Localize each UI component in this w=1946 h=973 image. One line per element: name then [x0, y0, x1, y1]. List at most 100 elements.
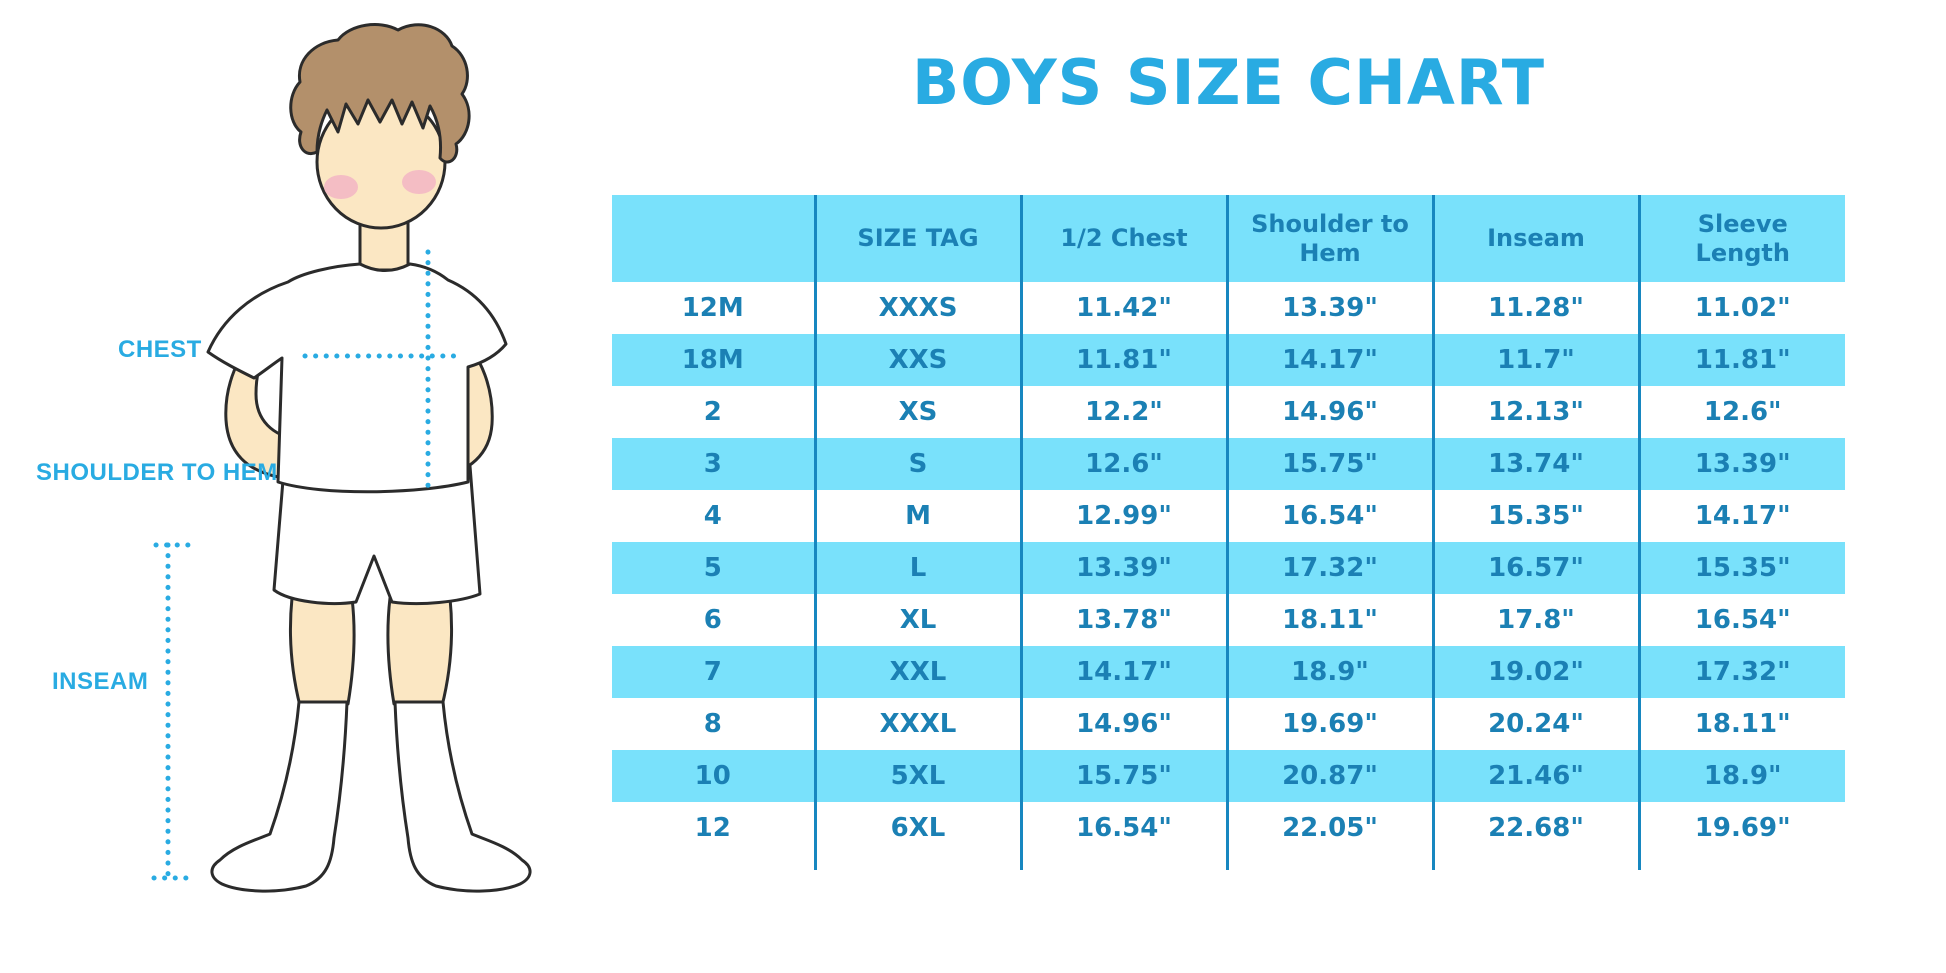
column-header: Sleeve Length — [1637, 195, 1845, 282]
table-cell: 14.17" — [1637, 490, 1845, 542]
table-cell: 17.32" — [1225, 542, 1433, 594]
table-cell: 22.68" — [1431, 802, 1639, 854]
table-cell: 15.35" — [1431, 490, 1639, 542]
size-table-body: 12M XXXS 11.42" 13.39" 11.28" 11.02" 18M XXS 11.… — [612, 282, 1845, 870]
table-cell: 12.99" — [1019, 490, 1227, 542]
column-header — [612, 195, 815, 282]
column-header: Inseam — [1431, 195, 1639, 282]
left-leg-shape — [288, 596, 356, 708]
table-cell: 8 — [703, 709, 722, 739]
stub-cell — [1019, 854, 1227, 870]
table-cell: S — [813, 438, 1021, 490]
table-cell: 11.81" — [1637, 334, 1845, 386]
table-cell: 11.42" — [1019, 282, 1227, 334]
table-row: 18M XXS 11.81" 14.17" 11.7" 11.81" — [612, 334, 1845, 386]
table-cell: 12.2" — [1019, 386, 1227, 438]
table-cell: 16.54" — [1019, 802, 1227, 854]
table-cell: M — [813, 490, 1021, 542]
table-row: 12 6XL 16.54" 22.05" 22.68" 19.69" — [612, 802, 1845, 854]
table-cell: 15.75" — [1019, 750, 1227, 802]
right-leg-shape — [386, 596, 454, 708]
chest-label: CHEST — [118, 336, 202, 363]
size-table-header-row: SIZE TAG 1/2 Chest Shoulder to Hem Inseam Sl… — [612, 195, 1845, 282]
table-cell: 12.6" — [1637, 386, 1845, 438]
table-cell: 3 — [703, 449, 722, 479]
table-cell: 10 — [694, 761, 731, 791]
size-table: SIZE TAG 1/2 Chest Shoulder to Hem Inseam Sl… — [612, 195, 1845, 870]
table-cell: 12 — [694, 813, 731, 843]
table-cell: 11.28" — [1431, 282, 1639, 334]
inseam-label: INSEAM — [52, 668, 149, 695]
table-row: 4 M 12.99" 16.54" 15.35" 14.17" — [612, 490, 1845, 542]
table-cell: 17.8" — [1431, 594, 1639, 646]
table-cell: 21.46" — [1431, 750, 1639, 802]
table-cell: 11.81" — [1019, 334, 1227, 386]
table-cell: 18.9" — [1637, 750, 1845, 802]
table-cell: 6 — [703, 605, 722, 635]
table-cell: 12.6" — [1019, 438, 1227, 490]
table-row: 10 5XL 15.75" 20.87" 21.46" 18.9" — [612, 750, 1845, 802]
table-cell: 22.05" — [1225, 802, 1433, 854]
table-cell: 14.96" — [1225, 386, 1433, 438]
table-cell: 5XL — [813, 750, 1021, 802]
table-cell: 11.02" — [1637, 282, 1845, 334]
table-cell: 14.96" — [1019, 698, 1227, 750]
table-cell: 13.39" — [1225, 282, 1433, 334]
table-row: 5 L 13.39" 17.32" 16.57" 15.35" — [612, 542, 1845, 594]
table-cell: XL — [813, 594, 1021, 646]
stub-cell — [612, 854, 815, 870]
table-cell: 15.75" — [1225, 438, 1433, 490]
table-cell: XS — [813, 386, 1021, 438]
table-row: 3 S 12.6" 15.75" 13.74" 13.39" — [612, 438, 1845, 490]
table-cell: XXS — [813, 334, 1021, 386]
column-header: 1/2 Chest — [1019, 195, 1227, 282]
table-cell: 12.13" — [1431, 386, 1639, 438]
table-cell: 18.11" — [1637, 698, 1845, 750]
table-cell: 13.39" — [1637, 438, 1845, 490]
table-cell: 2 — [703, 397, 722, 427]
tshirt-shape — [206, 262, 508, 494]
table-cell: 16.57" — [1431, 542, 1639, 594]
table-cell: 14.17" — [1019, 646, 1227, 698]
table-cell: 12M — [681, 293, 744, 323]
left-cheek-blush — [324, 175, 358, 199]
shoulder-to-hem-label: SHOULDER TO HEM — [36, 459, 278, 486]
table-cell: 4 — [703, 501, 722, 531]
left-sock-shape — [210, 700, 349, 893]
stub-cell — [813, 854, 1021, 870]
table-row: 12M XXXS 11.42" 13.39" 11.28" 11.02" — [612, 282, 1845, 334]
table-cell: 18.9" — [1225, 646, 1433, 698]
table-cell: 16.54" — [1637, 594, 1845, 646]
table-cell: 18.11" — [1225, 594, 1433, 646]
table-cell: XXL — [813, 646, 1021, 698]
hair-shape — [289, 23, 471, 164]
table-cell: XXXL — [813, 698, 1021, 750]
table-cell: 6XL — [813, 802, 1021, 854]
stub-cell — [1225, 854, 1433, 870]
table-cell: L — [813, 542, 1021, 594]
table-cell: 16.54" — [1225, 490, 1433, 542]
table-cell: 20.24" — [1431, 698, 1639, 750]
stub-cell — [1637, 854, 1845, 870]
right-cheek-blush — [402, 170, 436, 194]
table-row: 2 XS 12.2" 14.96" 12.13" 12.6" — [612, 386, 1845, 438]
table-cell: 13.39" — [1019, 542, 1227, 594]
table-cell: 19.02" — [1431, 646, 1639, 698]
table-row: 6 XL 13.78" 18.11" 17.8" 16.54" — [612, 594, 1845, 646]
column-header: Shoulder to Hem — [1225, 195, 1433, 282]
table-cell: 15.35" — [1637, 542, 1845, 594]
right-sock-shape — [393, 700, 532, 893]
table-cell: 13.74" — [1431, 438, 1639, 490]
table-row: 7 XXL 14.17" 18.9" 19.02" 17.32" — [612, 646, 1845, 698]
table-cell: 13.78" — [1019, 594, 1227, 646]
table-cell: 17.32" — [1637, 646, 1845, 698]
table-cell: 11.7" — [1431, 334, 1639, 386]
column-rule-stub — [612, 854, 1845, 870]
table-cell: 19.69" — [1225, 698, 1433, 750]
column-header: SIZE TAG — [813, 195, 1021, 282]
stub-cell — [1431, 854, 1639, 870]
table-cell: 20.87" — [1225, 750, 1433, 802]
boy-illustration — [151, 23, 532, 893]
size-table-grid: SIZE TAG 1/2 Chest Shoulder to Hem Inseam Sl… — [612, 195, 1845, 870]
